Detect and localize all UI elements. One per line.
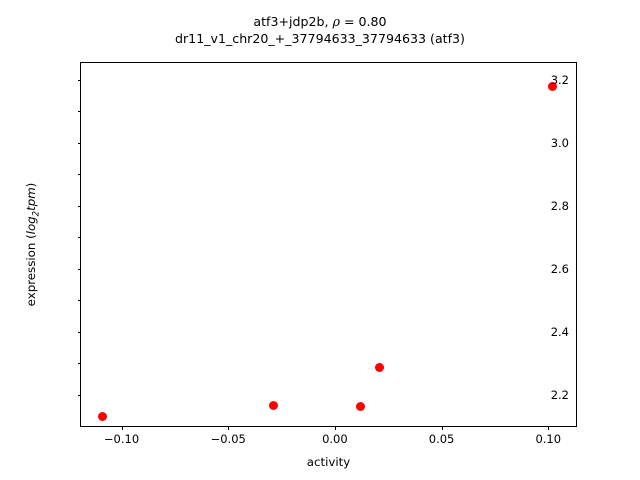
y-axis-label: expression (log2tpm) (24, 62, 46, 427)
y-tick-mark (77, 142, 81, 144)
title-prefix: atf3+jdp2b, (253, 14, 333, 29)
data-point (375, 363, 385, 373)
y-minor-tick-mark (77, 237, 81, 239)
y-tick-mark (77, 79, 81, 81)
x-tick-mark (121, 426, 123, 430)
figure-title: atf3+jdp2b, ρ = 0.80 dr11_v1_chr20_+_377… (0, 13, 640, 47)
y-label-log: log (24, 216, 38, 235)
y-tick-label: 2.8 (550, 198, 569, 213)
y-tick-mark (77, 331, 81, 333)
x-tick-mark (228, 426, 230, 430)
y-tick-mark (77, 205, 81, 207)
y-label-subscript: 2 (31, 210, 42, 217)
y-minor-tick-mark (77, 111, 81, 113)
x-tick-label: −0.05 (210, 432, 246, 446)
x-tick-label: 0.05 (428, 432, 455, 446)
y-tick-label: 2.4 (550, 324, 569, 339)
y-label-suffix: ) (24, 182, 38, 188)
y-tick-label: 3.2 (550, 72, 569, 87)
x-tick-mark (548, 426, 550, 430)
y-label-prefix: expression ( (24, 234, 38, 307)
plot-area (81, 63, 576, 426)
figure-title-line-2: dr11_v1_chr20_+_37794633_37794633 (atf3) (175, 31, 465, 46)
y-label-tpm: tpm (24, 187, 38, 211)
y-tick-label: 2.2 (550, 387, 569, 402)
x-tick-label: 0.00 (322, 432, 348, 446)
y-tick-mark (77, 268, 81, 270)
x-tick-label: −0.10 (103, 432, 140, 446)
x-axis-label: activity (306, 455, 351, 469)
figure-title-line-1: atf3+jdp2b, ρ = 0.80 (0, 13, 640, 30)
x-tick-label: 0.10 (535, 432, 562, 446)
data-point (548, 81, 558, 91)
data-point (268, 401, 278, 411)
y-tick-label: 3.0 (550, 135, 569, 150)
plot-axes: −0.10 −0.05 0.00 0.05 0.10 2.2 2.4 2.6 2.8 3.0 3.2 (77, 62, 577, 446)
y-tick-label: 2.6 (550, 261, 569, 276)
y-minor-tick-mark (77, 363, 81, 365)
x-tick-mark (334, 426, 336, 430)
rho-symbol: ρ (332, 14, 340, 29)
y-minor-tick-mark (77, 300, 81, 302)
x-tick-mark (441, 426, 443, 430)
title-suffix: = 0.80 (339, 14, 387, 29)
y-tick-mark (77, 394, 81, 396)
y-minor-tick-mark (77, 174, 81, 176)
data-point (356, 401, 365, 411)
data-point (97, 412, 107, 422)
